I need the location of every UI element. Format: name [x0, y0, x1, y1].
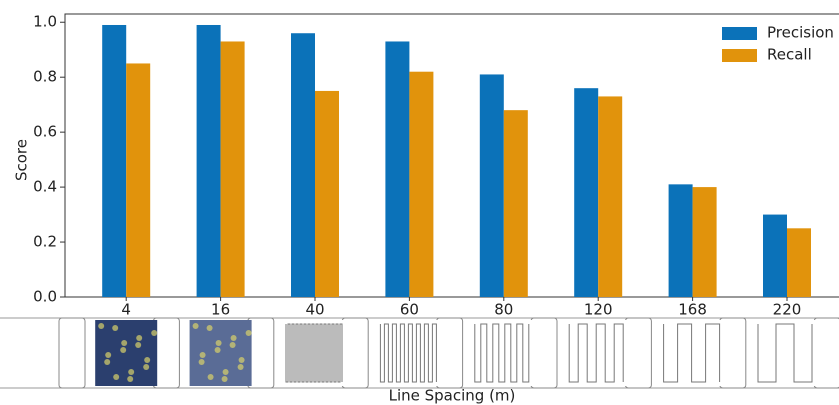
thumbnail-dot [104, 359, 111, 365]
y-tick-label: 0.0 [33, 288, 57, 306]
y-tick-label: 0.4 [33, 178, 57, 196]
thumbnail-dot [105, 352, 112, 358]
bar [196, 24, 221, 297]
legend-swatch [722, 49, 757, 62]
strip-gap [58, 317, 86, 389]
thumbnail-lines [379, 323, 437, 383]
thumbnail-dot [198, 359, 205, 365]
y-tick-label: 0.8 [33, 68, 57, 86]
strip-gap [341, 317, 369, 389]
thumbnail-dot [136, 335, 143, 341]
x-tick-label: 168 [678, 301, 707, 319]
thumbnail-dot [222, 369, 229, 375]
bar [315, 90, 339, 297]
y-axis-label: Score [13, 139, 31, 181]
x-axis-label: Line Spacing (m) [389, 387, 516, 405]
thumbnail-strip [0, 317, 839, 389]
strip-gap [719, 317, 747, 389]
thumbnail-dot [206, 325, 213, 331]
thumbnail-dot [229, 342, 236, 348]
y-tick-label: 0.6 [33, 123, 57, 141]
bar [102, 24, 127, 297]
legend-label: Recall [767, 46, 812, 64]
thumbnail-dot [238, 357, 245, 363]
thumbnail-dot [144, 357, 151, 363]
y-tick-label: 0.2 [33, 233, 57, 251]
thumbnail-lines [285, 323, 343, 383]
thumbnail-lines [474, 323, 530, 383]
bar [385, 41, 410, 298]
thumbnail-lines [663, 323, 721, 383]
thumbnail-dot [121, 340, 128, 346]
x-tick-label: 60 [400, 301, 419, 319]
strip-gap [530, 317, 558, 389]
thumbnail [378, 320, 441, 386]
thumbnail [95, 320, 158, 386]
strip-gap [436, 317, 464, 389]
bar [763, 214, 787, 297]
bar [479, 74, 504, 298]
strip-gap [624, 317, 652, 389]
thumbnail-dot [128, 369, 135, 375]
x-tick-label: 40 [305, 301, 324, 319]
thumbnail-dot [135, 342, 142, 348]
thumbnail-dot [98, 323, 105, 329]
thumbnail-dot [214, 347, 221, 353]
legend-swatch [722, 27, 757, 40]
bar [503, 110, 528, 298]
thumbnail-dot [215, 340, 222, 346]
bar [291, 33, 315, 298]
plot-frame [64, 13, 839, 298]
thumbnail [567, 320, 630, 386]
x-tick-label: 120 [584, 301, 613, 319]
strip-gap [152, 317, 180, 389]
bar [598, 96, 623, 297]
thumbnail [189, 320, 252, 386]
x-tick-label: 16 [211, 301, 230, 319]
thumbnail-dot [127, 376, 134, 382]
thumbnail-dot [230, 335, 237, 341]
thumbnail-dot [113, 374, 120, 380]
thumbnail-lines [568, 323, 624, 383]
thumbnail-dot [120, 347, 127, 353]
y-tick-label: 1.0 [33, 13, 57, 31]
thumbnail [472, 320, 535, 386]
thumbnail-dot [199, 352, 206, 358]
thumbnail [284, 320, 346, 386]
x-tick-label: 4 [121, 301, 131, 319]
thumbnail-dot [245, 330, 252, 336]
bar [409, 71, 434, 297]
thumbnail [756, 320, 818, 386]
thumbnail-dot [192, 323, 199, 329]
thumbnail-dot [151, 330, 158, 336]
bar [574, 88, 599, 297]
x-tick-label: 80 [494, 301, 513, 319]
x-tick-label: 220 [773, 301, 802, 319]
thumbnail-dot [221, 376, 228, 382]
thumbnail-dot [143, 364, 150, 370]
thumbnail-lines [757, 323, 813, 383]
thumbnail-dot [207, 374, 214, 380]
thumbnail-dot [112, 325, 119, 331]
thumbnail-dot [237, 364, 244, 370]
bar [220, 41, 245, 298]
bar [692, 187, 717, 297]
bar [126, 63, 151, 297]
thumbnail [661, 320, 724, 386]
bar [668, 184, 693, 297]
bar [787, 228, 811, 297]
legend-label: Precision [767, 24, 834, 42]
strip-gap [247, 317, 275, 389]
